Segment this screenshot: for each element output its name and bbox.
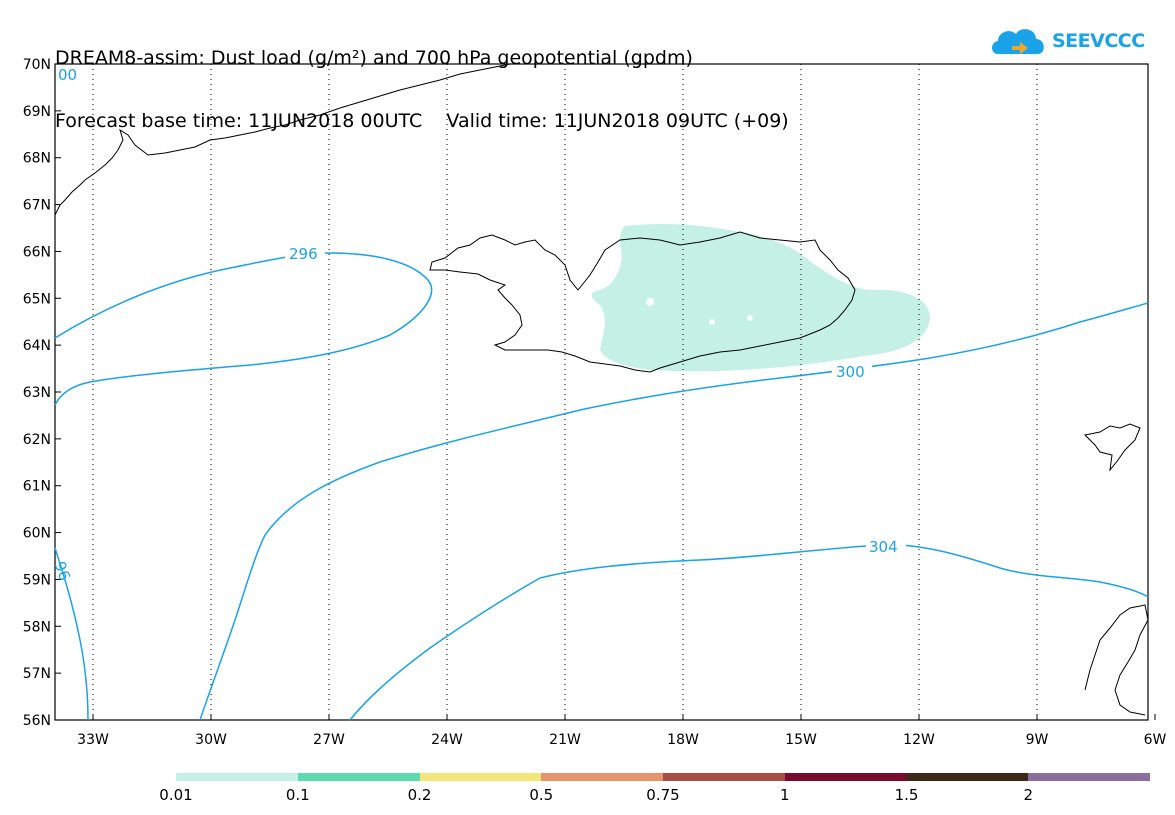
lat-label: 66N [23,244,51,260]
colorbar-swatch [419,773,542,781]
colorbar-swatch [906,773,1029,781]
lat-label: 57N [23,666,51,682]
dust-load-colorbar [176,773,1150,781]
lat-label: 70N [23,57,51,73]
lon-label: 18W [667,732,699,748]
lat-label: 64N [23,338,51,354]
lat-label: 59N [23,572,51,588]
lon-label: 30W [195,732,227,748]
lon-label: 15W [785,732,817,748]
contour-296-south [54,547,89,721]
colorbar-swatch [176,773,298,781]
contour-label-96: 96 [50,559,73,583]
colorbar-label: 0.01 [159,786,193,804]
plot-frame [54,63,1156,721]
colorbar-swatch [784,773,907,781]
colorbar-label: 1 [779,786,790,804]
lat-label: 62N [23,432,51,448]
lat-label: 61N [23,479,51,495]
dust-load-area [591,224,930,372]
contour-label-304: 304 [869,538,898,556]
lon-label: 9W [1026,732,1049,748]
lat-label: 67N [23,198,51,214]
seevccc-logo: SEEVCCC [988,20,1158,64]
lat-label: 60N [23,526,51,542]
colorbar-swatch [541,773,663,781]
logo-text: SEEVCCC [1052,30,1145,52]
lat-label: 69N [23,104,51,120]
coast-iceland [429,231,856,373]
lon-label: 6W [1144,732,1167,748]
lon-label: 27W [313,732,345,748]
coast-greenland [54,63,511,216]
colorbar-swatch [663,773,785,781]
contour-304 [349,544,1149,721]
lon-label: 33W [77,732,109,748]
colorbar-label: 0.2 [407,786,432,804]
lat-label: 65N [23,291,51,307]
lon-label: 12W [903,732,935,748]
lon-label: 21W [549,732,581,748]
contour-label-00: 00 [58,66,77,84]
colorbar-label: 0.5 [529,786,554,804]
colorbar-swatch [297,773,420,781]
coastlines [54,63,1149,716]
title-line-1: DREAM8-assim: Dust load (g/m²) and 700 h… [55,47,693,69]
cloud-arrow-icon [992,29,1044,54]
colorbar-label: 1.5 [894,786,919,804]
contour-labels: 296 300 304 00 96 [50,66,906,583]
colorbar-label: 0.1 [285,786,310,804]
longitude-labels: 33W 30W 27W 24W 21W 18W 15W 12W 9W 6W [77,732,1166,748]
title-line-2: Forecast base time: 11JUN2018 00UTC Vali… [55,110,789,132]
map-title: DREAM8-assim: Dust load (g/m²) and 700 h… [55,6,789,153]
contour-296-north [54,252,433,406]
contour-label-296: 296 [289,245,318,263]
contour-label-300: 300 [836,363,865,381]
geopotential-contours [54,252,1149,721]
lon-label: 24W [431,732,463,748]
contour-300 [199,302,1149,721]
lat-label: 68N [23,151,51,167]
coast-faroe [1083,423,1141,472]
lat-label: 63N [23,385,51,401]
colorbar-swatch [1028,773,1150,781]
colorbar-label: 2 [1023,786,1034,804]
latitude-labels: 70N 69N 68N 67N 66N 65N 64N 63N 62N 61N 60N 59N 58N 5… [23,57,51,729]
coast-scotland [1084,604,1149,716]
lat-label: 58N [23,619,51,635]
lat-label: 56N [23,713,51,729]
colorbar-label: 0.75 [646,786,680,804]
